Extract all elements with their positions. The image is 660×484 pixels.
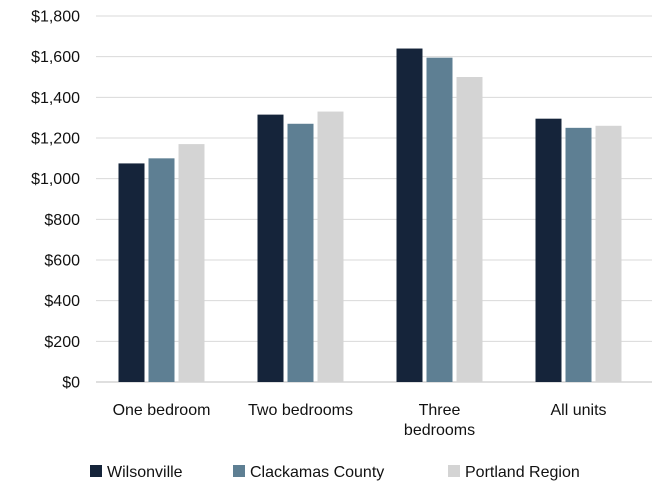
- y-tick-label: $1,800: [31, 9, 80, 26]
- bar-clackamas-county: [148, 158, 175, 382]
- legend-swatch: [448, 465, 460, 477]
- bar-clackamas-county: [426, 57, 453, 382]
- legend-label: Clackamas County: [250, 464, 384, 481]
- bar-portland-region: [178, 144, 205, 382]
- legend-swatch: [90, 465, 102, 477]
- y-tick-label: $1,200: [31, 131, 80, 148]
- bar-wilsonville: [396, 48, 423, 383]
- y-tick-label: $0: [62, 375, 80, 392]
- legend-label: Wilsonville: [107, 464, 183, 481]
- x-tick-label: bedrooms: [404, 422, 475, 439]
- y-tick-label: $400: [44, 293, 80, 310]
- x-tick-label: All units: [550, 402, 606, 419]
- legend-swatch: [233, 465, 245, 477]
- y-tick-label: $1,000: [31, 171, 80, 188]
- legend: Wilsonville Clackamas County Portland Regi…: [90, 464, 580, 481]
- bars: [118, 48, 622, 383]
- bar-wilsonville: [535, 118, 562, 382]
- bar-clackamas-county: [287, 123, 314, 383]
- y-tick-label: $200: [44, 334, 80, 351]
- bar-wilsonville: [118, 163, 145, 382]
- bar-clackamas-county: [565, 127, 592, 382]
- legend-label: Portland Region: [465, 464, 580, 481]
- x-tick-label: Two bedrooms: [248, 402, 353, 419]
- y-tick-label: $1,400: [31, 90, 80, 107]
- y-tick-label: $800: [44, 212, 80, 229]
- bar-portland-region: [456, 77, 483, 382]
- bar-portland-region: [595, 125, 622, 383]
- x-axis: One bedroom Two bedrooms Three bedrooms All …: [113, 402, 607, 439]
- y-tick-label: $1,600: [31, 49, 80, 66]
- x-tick-label: One bedroom: [113, 402, 211, 419]
- y-tick-label: $600: [44, 253, 80, 270]
- y-axis-ticks: $0 $200 $400 $600 $800 $1,000 $1,200 $1,400 $1,6…: [31, 9, 80, 392]
- x-tick-label: Three: [419, 402, 461, 419]
- bar-portland-region: [317, 111, 344, 383]
- bar-wilsonville: [257, 114, 284, 382]
